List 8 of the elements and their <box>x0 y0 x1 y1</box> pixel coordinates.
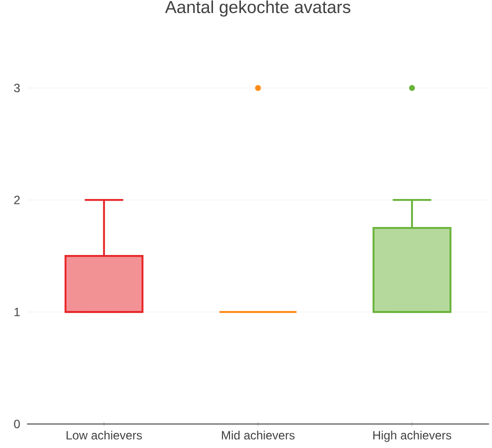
y-tick-label: 3 <box>14 84 20 92</box>
x-tick-label: High achievers <box>373 430 452 442</box>
chart-title: Aantal gekochte avatars <box>165 0 350 17</box>
x-tick-label: Mid achievers <box>222 430 295 440</box>
y-tick-label: 0 <box>14 420 20 428</box>
y-tick-label: 1 <box>14 308 20 316</box>
x-tick-label: Low achievers <box>66 430 142 440</box>
y-tick-label: 2 <box>14 196 20 204</box>
